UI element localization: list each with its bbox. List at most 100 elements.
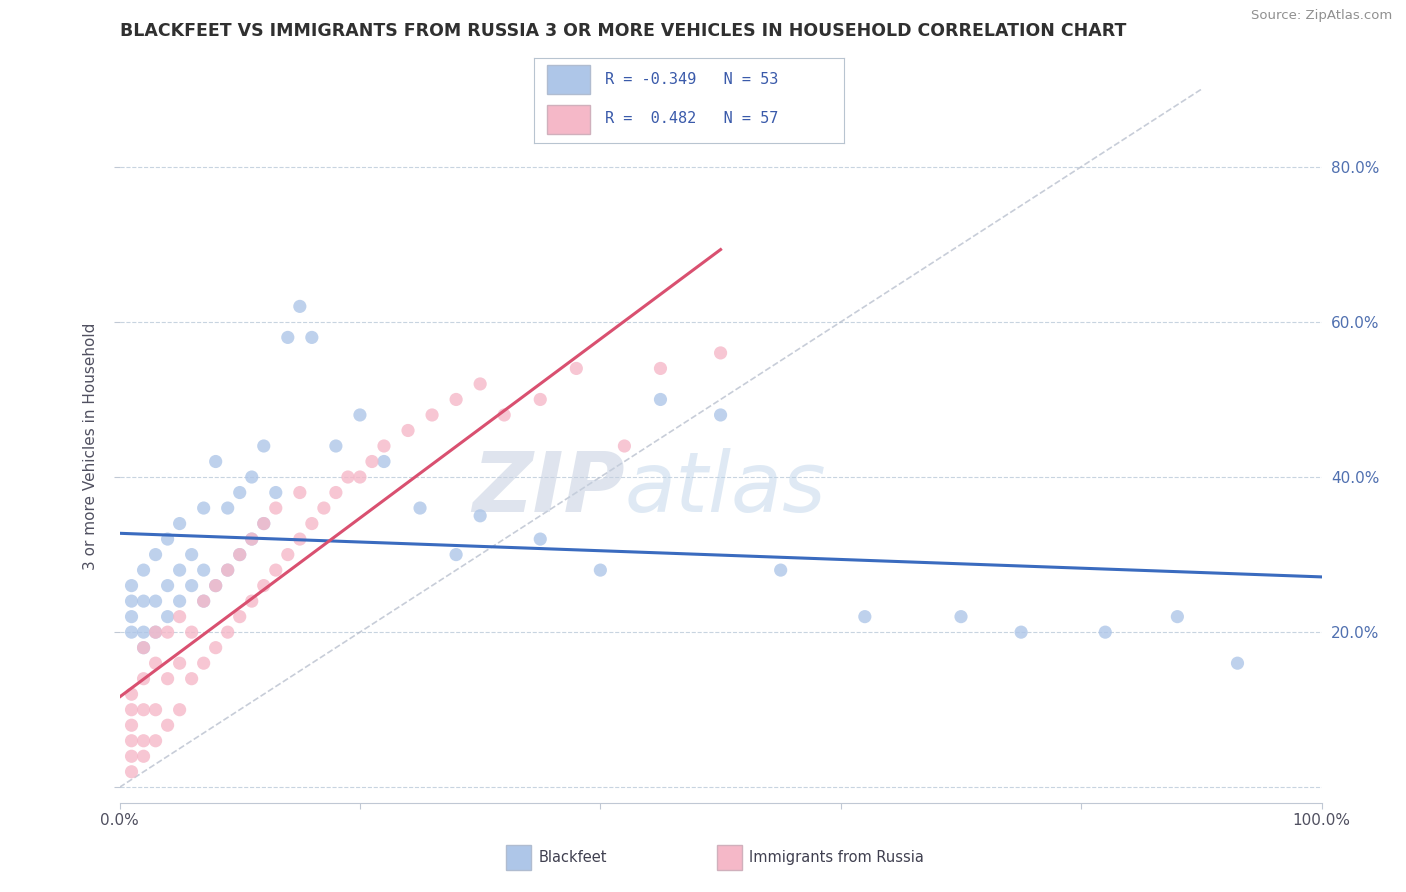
Point — [121, 687, 143, 701]
Point — [121, 749, 143, 764]
Point — [769, 563, 792, 577]
Point — [132, 640, 155, 655]
Point — [468, 376, 492, 391]
Point — [264, 563, 287, 577]
Point — [169, 563, 191, 577]
Text: R = -0.349   N = 53: R = -0.349 N = 53 — [606, 71, 779, 87]
Point — [145, 733, 167, 747]
Point — [217, 563, 239, 577]
Point — [169, 609, 191, 624]
Point — [468, 508, 492, 523]
Point — [193, 656, 215, 670]
Point — [1010, 625, 1032, 640]
Point — [228, 548, 252, 562]
Point — [228, 485, 252, 500]
Point — [145, 625, 167, 640]
Point — [288, 485, 311, 500]
Point — [1094, 625, 1116, 640]
Point — [169, 516, 191, 531]
FancyBboxPatch shape — [547, 105, 591, 134]
Point — [145, 548, 167, 562]
Point — [336, 470, 359, 484]
Point — [1226, 656, 1249, 670]
Point — [204, 579, 226, 593]
Point — [180, 548, 202, 562]
Point — [373, 439, 395, 453]
Point — [373, 454, 395, 468]
Point — [853, 609, 876, 624]
Text: ZIP: ZIP — [472, 449, 624, 529]
Point — [204, 454, 226, 468]
Point — [145, 703, 167, 717]
Point — [145, 625, 167, 640]
FancyBboxPatch shape — [547, 65, 591, 94]
Point — [396, 424, 419, 438]
Point — [240, 532, 263, 546]
Point — [132, 749, 155, 764]
Point — [132, 563, 155, 577]
Point — [325, 485, 347, 500]
Point — [277, 330, 299, 344]
Point — [217, 563, 239, 577]
Point — [949, 609, 972, 624]
Point — [301, 330, 323, 344]
Point — [132, 703, 155, 717]
Point — [169, 656, 191, 670]
Point — [180, 625, 202, 640]
Point — [228, 548, 252, 562]
Point — [444, 548, 467, 562]
Point — [277, 548, 299, 562]
Point — [288, 299, 311, 313]
Text: atlas: atlas — [624, 449, 827, 529]
Point — [169, 594, 191, 608]
Point — [132, 672, 155, 686]
Point — [1166, 609, 1188, 624]
Point — [312, 501, 335, 516]
Point — [253, 579, 276, 593]
Point — [288, 532, 311, 546]
Point — [709, 408, 731, 422]
Point — [132, 594, 155, 608]
Point — [121, 733, 143, 747]
Point — [156, 672, 179, 686]
Point — [529, 392, 551, 407]
Point — [361, 454, 384, 468]
Point — [253, 439, 276, 453]
Point — [264, 485, 287, 500]
Point — [650, 392, 672, 407]
Point — [156, 579, 179, 593]
Point — [132, 625, 155, 640]
Text: BLACKFEET VS IMMIGRANTS FROM RUSSIA 3 OR MORE VEHICLES IN HOUSEHOLD CORRELATION : BLACKFEET VS IMMIGRANTS FROM RUSSIA 3 OR… — [120, 22, 1126, 40]
Point — [529, 532, 551, 546]
Point — [444, 392, 467, 407]
Point — [589, 563, 612, 577]
Point — [228, 609, 252, 624]
Point — [121, 764, 143, 779]
Point — [193, 563, 215, 577]
Point — [121, 625, 143, 640]
Point — [240, 470, 263, 484]
Point — [132, 640, 155, 655]
Point — [301, 516, 323, 531]
Text: Blackfeet: Blackfeet — [538, 850, 607, 864]
Point — [349, 470, 371, 484]
Point — [650, 361, 672, 376]
Text: Source: ZipAtlas.com: Source: ZipAtlas.com — [1251, 9, 1392, 22]
Y-axis label: 3 or more Vehicles in Household: 3 or more Vehicles in Household — [83, 322, 98, 570]
Point — [264, 501, 287, 516]
Point — [121, 579, 143, 593]
Point — [217, 501, 239, 516]
Point — [565, 361, 588, 376]
Point — [121, 609, 143, 624]
Point — [193, 594, 215, 608]
Point — [156, 532, 179, 546]
Point — [156, 625, 179, 640]
Point — [494, 408, 516, 422]
Point — [409, 501, 432, 516]
Point — [145, 594, 167, 608]
Point — [121, 594, 143, 608]
Text: Immigrants from Russia: Immigrants from Russia — [749, 850, 924, 864]
Point — [253, 516, 276, 531]
Point — [193, 501, 215, 516]
Point — [132, 733, 155, 747]
